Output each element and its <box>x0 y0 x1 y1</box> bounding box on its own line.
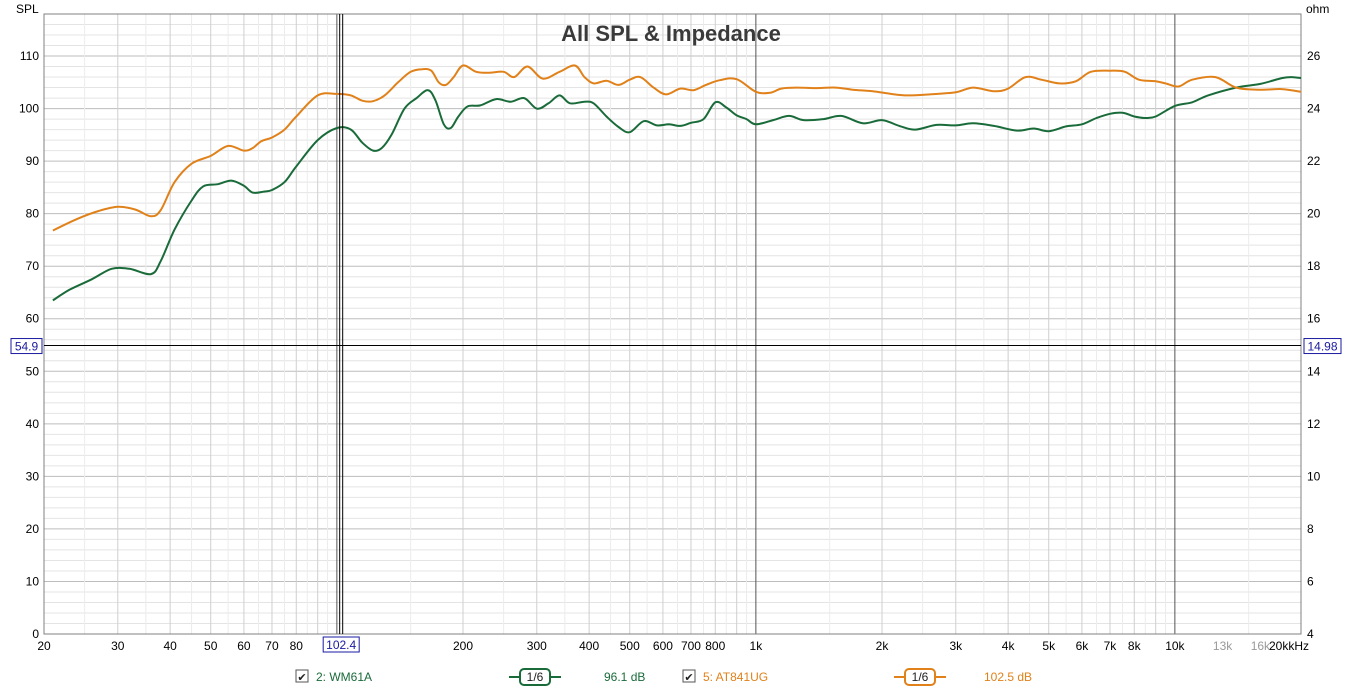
y-left-tick-label: 50 <box>26 364 40 378</box>
x-tick-label: 20 <box>37 639 51 653</box>
series-line-2 <box>52 64 1302 232</box>
legend-smoothing-box[interactable] <box>904 668 936 686</box>
y-right-tick-label: 10 <box>1307 469 1321 483</box>
cursor-y-right-readout-box <box>1303 338 1342 355</box>
x-tick-label: 30 <box>111 639 125 653</box>
series-line-1 <box>52 76 1302 302</box>
plot-area <box>44 14 1301 634</box>
x-tick-label: 2k <box>876 639 890 653</box>
y-left-tick-label: 30 <box>26 469 40 483</box>
legend-smoothing-label: 1/6 <box>912 670 929 684</box>
y-left-tick-label: 0 <box>32 627 39 641</box>
x-tick-label: 50 <box>204 639 218 653</box>
legend-value-1: 96.1 dB <box>604 670 645 684</box>
y-right-tick-label: 24 <box>1307 102 1321 116</box>
legend-checkbox-1[interactable] <box>295 669 309 683</box>
y-left-tick-label: 100 <box>19 102 39 116</box>
y-right-tick-label: 8 <box>1307 522 1314 536</box>
x-tick-label: 70 <box>265 639 279 653</box>
x-tick-label: 400 <box>579 639 599 653</box>
cursor-layer[interactable]: 54.9 14.98 102.4 <box>10 14 1342 653</box>
x-tick-label: 10k <box>1165 639 1185 653</box>
x-tick-label: 7k <box>1104 639 1118 653</box>
series-layer <box>52 64 1302 302</box>
x-tick-label: 16k <box>1251 639 1271 653</box>
legend-label-2: 5: AT841UG <box>703 670 768 684</box>
x-tick-label: 300 <box>527 639 547 653</box>
x-tick-label: 800 <box>705 639 725 653</box>
y-left-tick-label: 90 <box>26 154 40 168</box>
chart-title: All SPL & Impedance <box>561 21 781 46</box>
x-tick-label: 3k <box>949 639 963 653</box>
x-tick-label: 40 <box>163 639 177 653</box>
y-left-tick-label: 60 <box>26 312 40 326</box>
legend-checkbox-2[interactable] <box>682 669 696 683</box>
y-right-tick-label: 4 <box>1307 627 1314 641</box>
legend-label-1: 2: WM61A <box>316 670 372 684</box>
x-tick-label: 13k <box>1213 639 1233 653</box>
cursor-y-left-readout-box <box>10 338 43 355</box>
axes-layer: 0 10 20 30 40 50 60 70 80 90 100 110 4 6 8 10 12 14 16 18 20… <box>19 49 1321 653</box>
y-right-tick-label: 22 <box>1307 154 1321 168</box>
cursor-y-left-readout: 54.9 <box>15 340 39 354</box>
y-right-tick-label: 12 <box>1307 417 1321 431</box>
cursor-x-readout: 102.4 <box>326 638 356 652</box>
x-tick-label: 5k <box>1042 639 1056 653</box>
y-right-tick-label: 26 <box>1307 49 1321 63</box>
cursor-y-right-readout: 14.98 <box>1307 340 1337 354</box>
x-tick-label: 4k <box>1002 639 1016 653</box>
y-left-axis-label: SPL <box>16 2 39 16</box>
plot-border <box>43 13 1302 635</box>
x-tick-label: 80 <box>290 639 304 653</box>
y-right-axis-label: ohm <box>1306 2 1329 16</box>
legend-check-mark: ✔ <box>684 671 693 684</box>
x-tick-label: 500 <box>620 639 640 653</box>
y-left-tick-label: 80 <box>26 207 40 221</box>
legend-smoothing-box[interactable] <box>519 668 551 686</box>
x-tick-label: 60 <box>237 639 251 653</box>
x-tick-label: 600 <box>653 639 673 653</box>
x-tick-label: 1k <box>750 639 764 653</box>
x-tick-label: 20kkHz <box>1269 639 1309 653</box>
legend-check-mark: ✔ <box>297 671 306 684</box>
y-left-tick-label: 10 <box>26 574 40 588</box>
grid-lines <box>43 13 1302 635</box>
x-tick-label: 200 <box>453 639 473 653</box>
y-left-tick-label: 20 <box>26 522 40 536</box>
x-tick-label: 6k <box>1076 639 1090 653</box>
legend: ✔ 2: WM61A 1/6 96.1 dB ✔ 5: AT841UG 1/6 102.5 d… <box>295 668 1032 686</box>
y-right-tick-label: 16 <box>1307 312 1321 326</box>
legend-smoothing-label: 1/6 <box>527 670 544 684</box>
y-right-tick-label: 6 <box>1307 574 1314 588</box>
y-right-tick-label: 20 <box>1307 207 1321 221</box>
x-tick-label: 700 <box>681 639 701 653</box>
y-left-tick-label: 70 <box>26 259 40 273</box>
y-left-tick-label: 40 <box>26 417 40 431</box>
y-right-tick-label: 14 <box>1307 364 1321 378</box>
x-tick-label: 8k <box>1128 639 1142 653</box>
y-left-tick-label: 110 <box>20 49 39 63</box>
legend-value-2: 102.5 dB <box>984 670 1032 684</box>
y-right-tick-label: 18 <box>1307 259 1321 273</box>
cursor-x-readout-box <box>322 636 360 653</box>
